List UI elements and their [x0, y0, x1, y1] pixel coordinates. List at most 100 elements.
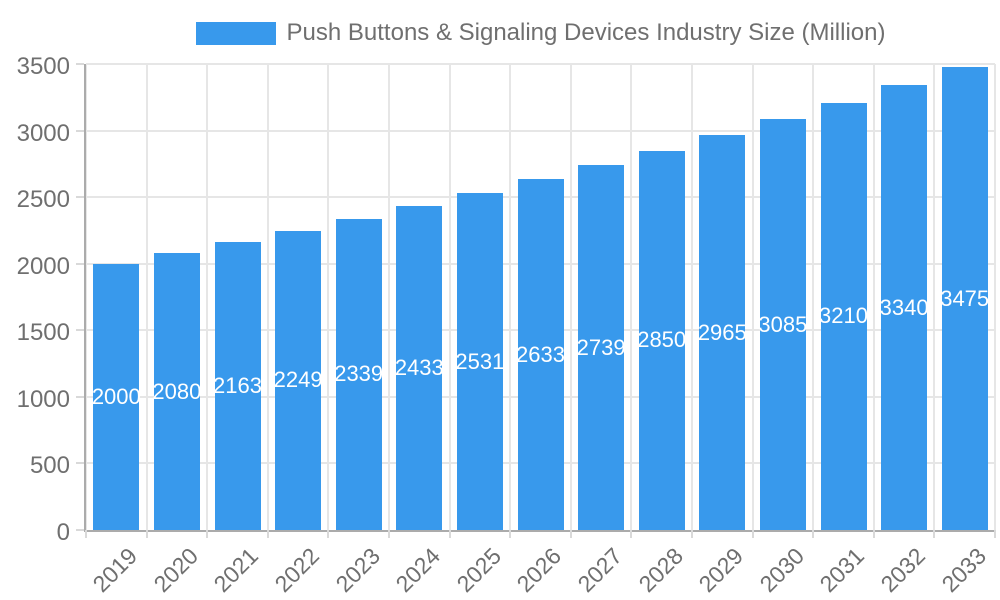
y-axis-label-3000: 3000	[16, 119, 70, 147]
x-tick-4	[327, 530, 330, 538]
y-tick-0	[76, 529, 84, 531]
bar-value-2022: 2249	[273, 367, 323, 393]
x-gridline-3	[266, 64, 269, 530]
bar-2030[interactable]	[759, 119, 806, 530]
y-tick-1500	[76, 329, 84, 332]
bar-value-2031: 3210	[819, 303, 868, 329]
bar-2024[interactable]	[396, 206, 443, 530]
x-axis-line	[84, 530, 995, 532]
x-tick-6	[448, 530, 451, 538]
x-axis-label-2023: 2023	[330, 542, 385, 598]
x-gridline-8	[569, 64, 572, 530]
bar-value-2024: 2433	[394, 355, 444, 381]
x-gridline-11	[751, 64, 754, 530]
x-axis-label-2019: 2019	[87, 542, 143, 598]
x-gridline-15	[994, 64, 996, 530]
x-tick-15	[994, 530, 996, 538]
x-gridline-1	[145, 64, 148, 530]
bar-2025[interactable]	[456, 193, 503, 530]
bar-value-2029: 2965	[697, 319, 747, 345]
x-tick-12	[812, 530, 815, 538]
x-axis-label-2022: 2022	[269, 542, 325, 598]
y-axis-label-0: 0	[56, 519, 70, 546]
y-tick-1000	[76, 395, 84, 398]
x-axis-label-2026: 2026	[511, 542, 567, 598]
bar-2028[interactable]	[638, 150, 685, 530]
x-gridline-13	[872, 64, 875, 530]
x-axis-label-2020: 2020	[148, 542, 203, 598]
x-tick-11	[751, 530, 754, 538]
y-axis-label-2500: 2500	[16, 186, 70, 214]
y-tick-2000	[76, 262, 84, 265]
y-axis-label-2000: 2000	[16, 252, 70, 280]
x-axis-label-2033: 2033	[936, 542, 991, 598]
bar-value-2033: 3475	[940, 285, 990, 311]
x-gridline-2	[206, 64, 209, 530]
bar-2022[interactable]	[275, 230, 322, 530]
bar-2026[interactable]	[517, 179, 564, 530]
x-tick-3	[266, 530, 269, 538]
bar-2029[interactable]	[699, 135, 746, 530]
x-tick-9	[630, 530, 633, 538]
x-axis-label-2030: 2030	[754, 542, 809, 598]
bar-value-2021: 2163	[213, 373, 262, 398]
bar-2023[interactable]	[335, 218, 382, 530]
x-tick-8	[569, 530, 572, 538]
bar-2019[interactable]	[93, 263, 140, 530]
bar-value-2019: 2000	[91, 383, 141, 409]
x-gridline-10	[691, 64, 693, 530]
x-tick-7	[509, 530, 512, 538]
legend-swatch	[195, 21, 276, 45]
bar-value-2020: 2080	[152, 378, 202, 404]
x-tick-13	[872, 530, 875, 538]
x-tick-10	[691, 530, 693, 538]
bar-value-2028: 2850	[637, 327, 687, 353]
y-axis-label-3500: 3500	[16, 53, 70, 80]
x-tick-5	[388, 530, 390, 538]
x-gridline-6	[448, 64, 451, 530]
plot-area: 2000 2080 2163 2249 2339 2433 2531 2633 2739 2850…	[84, 63, 996, 532]
bar-value-2026: 2633	[516, 341, 565, 367]
y-axis-label-1000: 1000	[16, 385, 70, 413]
bar-value-2027: 2739	[576, 334, 626, 360]
x-tick-2	[206, 530, 209, 538]
x-axis-label-2029: 2029	[693, 542, 749, 598]
x-gridline-12	[812, 64, 815, 530]
legend-label: Push Buttons & Signaling Devices Industr…	[286, 19, 886, 46]
y-tick-2500	[76, 196, 84, 199]
y-axis-label-1500: 1500	[16, 319, 70, 347]
bar-2020[interactable]	[153, 253, 200, 530]
x-gridline-14	[933, 64, 936, 530]
x-gridline-5	[388, 64, 390, 530]
bar-2031[interactable]	[820, 102, 867, 530]
x-tick-0	[85, 530, 87, 538]
x-tick-14	[933, 530, 936, 538]
y-axis-label-500: 500	[29, 452, 70, 480]
x-axis-label-2027: 2027	[572, 542, 628, 598]
x-axis-label-2024: 2024	[390, 542, 446, 598]
x-tick-1	[145, 530, 148, 538]
x-gridline-9	[630, 64, 633, 530]
bar-2033[interactable]	[941, 67, 988, 530]
bar-value-2023: 2339	[334, 361, 384, 387]
bar-value-2030: 3085	[758, 311, 808, 337]
x-axis-label-2031: 2031	[814, 542, 870, 598]
y-tick-3500	[76, 63, 84, 65]
bar-2032[interactable]	[881, 85, 928, 530]
bar-2021[interactable]	[214, 242, 261, 530]
bar-2027[interactable]	[578, 165, 625, 530]
x-gridline-4	[327, 64, 330, 530]
y-tick-500	[76, 462, 84, 465]
x-axis-label-2021: 2021	[208, 542, 264, 598]
y-axis-line	[84, 64, 86, 530]
legend[interactable]: Push Buttons & Signaling Devices Industr…	[86, 16, 995, 50]
x-gridline-0	[85, 64, 87, 530]
y-gridline-3500	[86, 63, 995, 65]
bar-value-2032: 3340	[879, 294, 929, 320]
y-gridline-3000	[86, 129, 995, 132]
x-axis-label-2028: 2028	[633, 542, 688, 598]
x-axis-label-2025: 2025	[451, 542, 506, 598]
x-gridline-7	[509, 64, 512, 530]
bar-value-2025: 2531	[455, 348, 505, 374]
